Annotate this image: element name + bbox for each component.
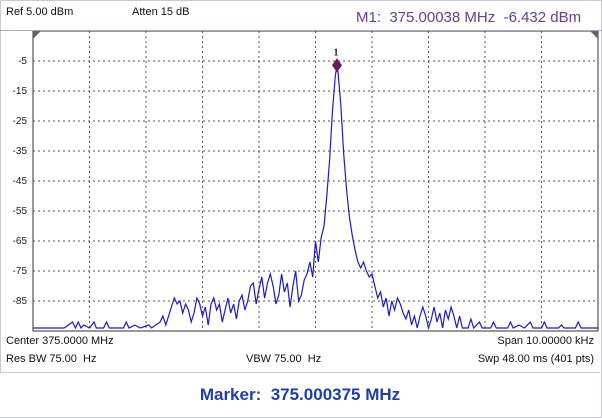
y-tick-label: -25 (13, 116, 28, 127)
resolution-bandwidth: Res BW 75.00 Hz (6, 353, 97, 365)
spectrum-svg[interactable]: -5 -15 -25 -35 -45 -55 -65 -75 -85 1 (0, 31, 602, 332)
center-frequency: Center 375.0000 MHz (6, 335, 114, 347)
y-tick-label: -55 (13, 206, 28, 217)
status-bar: Marker: 375.000375 MHz (0, 372, 600, 417)
y-tick-label: -15 (13, 86, 28, 97)
marker-label: 1 (333, 47, 338, 58)
y-tick-label: -75 (13, 266, 28, 277)
marker-diamond (331, 58, 342, 73)
marker-readout: M1: 375.00038 MHz -6.432 dBm (356, 9, 582, 26)
video-bandwidth: VBW 75.00 Hz (246, 353, 322, 365)
span: Span 10.00000 kHz (497, 335, 594, 347)
corner-marker-right (590, 31, 598, 39)
y-tick-label: -85 (13, 296, 28, 307)
attenuation: Atten 15 dB (132, 6, 190, 18)
ref-level: Ref 5.00 dBm (6, 6, 74, 18)
top-info-bar: Ref 5.00 dBm Atten 15 dB M1: 375.00038 M… (0, 0, 602, 30)
y-tick-label: -65 (13, 236, 28, 247)
spectrum-plot[interactable]: -5 -15 -25 -35 -45 -55 -65 -75 -85 1 (0, 31, 602, 332)
y-tick-label: -35 (13, 146, 28, 157)
y-tick-label: -45 (13, 176, 28, 187)
marker-frequency-status: Marker: 375.000375 MHz (199, 385, 401, 404)
y-tick-label: -5 (18, 56, 27, 67)
sweep-time: Swp 48.00 ms (401 pts) (477, 353, 594, 365)
corner-marker-left (33, 31, 41, 39)
settings-panel: Center 375.0000 MHz Span 10.00000 kHz Re… (0, 333, 602, 369)
spectrum-trace (33, 65, 598, 331)
